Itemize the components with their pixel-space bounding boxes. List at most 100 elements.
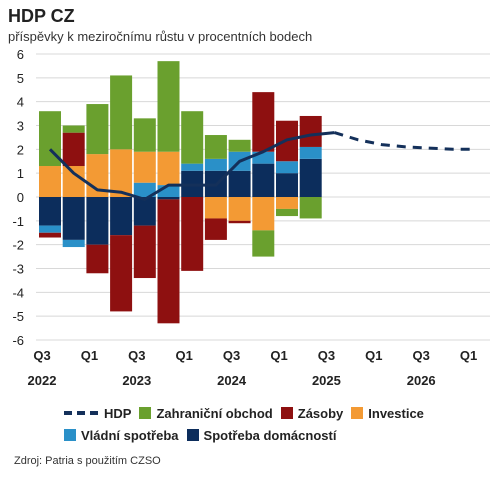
hdp-line xyxy=(48,131,335,201)
bar-zasoby xyxy=(39,232,61,238)
bar-vladni xyxy=(204,158,227,171)
legend-item-vladni: Vládní spotřeba xyxy=(64,428,179,443)
bar-zahranicni xyxy=(157,61,180,152)
x-tick-year: 2023 xyxy=(122,373,151,388)
bar-investice xyxy=(276,197,298,209)
bar-zasoby xyxy=(252,92,275,152)
y-tick-label: -6 xyxy=(12,333,24,348)
bar-zahranicni xyxy=(204,135,227,159)
bar-zahranicni xyxy=(86,104,109,155)
legend-item-domacnosti: Spotřeba domácností xyxy=(186,427,337,443)
y-tick-label: 3 xyxy=(17,119,24,134)
bar-domacnosti xyxy=(62,197,85,240)
bar-zahranicni xyxy=(252,230,275,257)
bar-zasoby xyxy=(86,244,109,274)
y-tick-label: 2 xyxy=(17,142,24,157)
y-tick-label: -1 xyxy=(12,214,24,229)
bar-zahranicni xyxy=(110,75,133,150)
legend-item-investice: Investice xyxy=(351,406,424,421)
y-tick-label: 1 xyxy=(17,166,24,181)
chart-legend: HDP Zahraniční obchod Zásoby Investice V… xyxy=(64,402,484,446)
domacnosti-swatch xyxy=(186,429,199,441)
bar-domacnosti xyxy=(39,197,61,226)
legend-item-zahranicni: Zahraniční obchod xyxy=(139,405,273,421)
legend-row-2: Vládní spotřeba Spotřeba domácností xyxy=(64,424,484,446)
chart-subtitle: příspěvky k meziročnímu růstu v procentn… xyxy=(8,29,313,44)
x-tick-quarter: Q1 xyxy=(176,348,193,363)
y-tick-label: 0 xyxy=(17,190,24,205)
bar-zasoby xyxy=(62,132,85,167)
bar-domacnosti xyxy=(133,197,156,226)
x-tick-quarter: Q3 xyxy=(413,348,430,363)
legend-label-zahranicni: Zahraniční obchod xyxy=(156,405,273,421)
x-tick-quarter: Q1 xyxy=(81,348,98,363)
bar-zahranicni xyxy=(39,111,61,167)
x-tick-year: 2025 xyxy=(312,373,341,388)
bar-vladni xyxy=(133,182,156,197)
zahranicni-swatch xyxy=(139,407,152,419)
legend-label-vladni: Vládní spotřeba xyxy=(81,427,179,443)
legend-item-hdp: HDP xyxy=(64,406,131,421)
y-tick-label: -5 xyxy=(12,309,24,324)
source-note: Zdroj: Patria s použitím CZSO xyxy=(14,455,161,467)
hdp-forecast-line xyxy=(333,131,477,151)
bar-zasoby xyxy=(157,199,180,324)
bar-zahranicni xyxy=(133,118,156,152)
y-tick-label: 4 xyxy=(17,95,24,110)
x-tick-quarter: Q1 xyxy=(460,348,477,363)
x-tick-year: 2022 xyxy=(28,373,57,388)
hdp-line-swatch xyxy=(64,411,98,415)
bar-domacnosti xyxy=(299,158,322,197)
bar-vladni xyxy=(252,151,275,164)
bar-domacnosti xyxy=(110,197,133,236)
y-tick-label: 6 xyxy=(17,47,24,62)
bar-vladni xyxy=(181,163,204,171)
bar-zasoby xyxy=(110,235,133,312)
bar-investice xyxy=(62,166,85,197)
chart-title: HDP CZ xyxy=(8,6,75,26)
bar-domacnosti xyxy=(228,170,251,197)
bar-zasoby xyxy=(228,220,251,224)
x-tick-quarter: Q3 xyxy=(33,348,50,363)
bar-domacnosti xyxy=(86,197,109,245)
bar-investice xyxy=(228,197,251,221)
hdp-chart: -6 -5 -4 -3 -2 -1 0 1 2 3 4 5 6 Q3 2022 Q1 Q3 2023 Q1 Q3 202… xyxy=(12,47,490,388)
bar-vladni xyxy=(62,239,85,248)
vladni-swatch xyxy=(64,429,76,441)
bar-zasoby xyxy=(299,115,322,147)
bar-zahranicni xyxy=(181,111,204,164)
x-tick-quarter: Q3 xyxy=(318,348,335,363)
bar-zasoby xyxy=(181,197,204,271)
bar-investice xyxy=(39,166,61,197)
bar-domacnosti xyxy=(252,163,275,197)
bar-zahranicni xyxy=(228,139,251,152)
zasoby-swatch xyxy=(280,407,293,419)
investice-swatch xyxy=(351,407,364,419)
y-tick-label: -3 xyxy=(12,262,24,277)
x-tick-quarter: Q1 xyxy=(365,348,382,363)
x-tick-quarter: Q3 xyxy=(223,348,240,363)
bar-zahranicni xyxy=(62,125,85,133)
x-tick-quarter: Q3 xyxy=(128,348,145,363)
legend-label-zasoby: Zásoby xyxy=(297,405,344,421)
legend-label-hdp: HDP xyxy=(104,405,132,421)
bar-vladni xyxy=(276,161,298,174)
bar-vladni xyxy=(39,225,61,233)
bar-vladni xyxy=(157,185,180,197)
bar-investice xyxy=(133,151,156,183)
legend-row-1: HDP Zahraniční obchod Zásoby Investice xyxy=(64,402,484,424)
bar-domacnosti xyxy=(276,173,298,197)
legend-label-domacnosti: Spotřeba domácností xyxy=(203,427,337,443)
x-tick-year: 2024 xyxy=(217,373,247,388)
bar-investice xyxy=(204,197,227,219)
bar-zasoby xyxy=(204,218,227,240)
bar-investice xyxy=(252,197,275,231)
bar-zasoby xyxy=(133,225,156,279)
y-tick-label: -2 xyxy=(12,238,24,253)
y-tick-label: 5 xyxy=(17,71,24,86)
bar-zahranicni xyxy=(299,197,322,219)
bar-investice xyxy=(157,151,180,186)
legend-item-zasoby: Zásoby xyxy=(280,405,344,421)
x-tick-quarter: Q1 xyxy=(270,348,287,363)
x-tick-year: 2026 xyxy=(407,373,436,388)
